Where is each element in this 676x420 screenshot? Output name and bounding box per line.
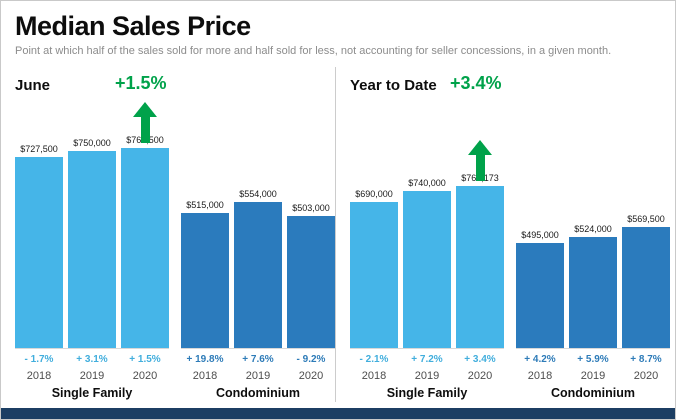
panel-ytd-header: Year to Date +3.4% [350, 73, 670, 103]
up-arrow-stem [140, 117, 150, 143]
bar-value-label: $740,000 [408, 178, 446, 188]
bar-chart-june: $727,500 $750,000 $761,500 - 1.7% + 3.1% + 1.… [15, 102, 335, 402]
bar-value-label: $690,000 [355, 189, 393, 199]
group-label: Condominium [550, 386, 635, 400]
bar-column: $569,500 [622, 214, 670, 348]
bar-column: $765,173 [456, 173, 504, 348]
up-arrow-head [468, 140, 492, 155]
bar [350, 202, 398, 348]
panel-year-to-date: Year to Date +3.4% $690,000 $740,000 $765,… [335, 67, 670, 402]
bar-column: $750,000 [68, 138, 116, 348]
year-label-row: 2018 2019 2020 [516, 367, 670, 385]
bar [15, 157, 63, 348]
pct-change-label-row: + 4.2% + 5.9% + 8.7% [516, 351, 670, 367]
bar-column: $690,000 [350, 189, 398, 348]
group-label: Single Family [386, 386, 468, 400]
pct-change-label: - 1.7% [24, 353, 54, 365]
year-label-row: 2018 2019 2020 [350, 367, 504, 385]
panel-ytd-title: Year to Date [350, 77, 437, 94]
panels-row: June +1.5% $727,500 $750,000 $761,500 - 1.7… [15, 67, 670, 402]
bar [121, 148, 169, 348]
group-label: Single Family [51, 386, 133, 400]
year-label: 2018 [527, 370, 553, 382]
year-label-row: 2018 2019 2020 [181, 367, 335, 385]
pct-change-label: + 7.2% [411, 353, 443, 365]
year-label: 2019 [580, 370, 606, 382]
up-arrow-head [133, 102, 157, 117]
bar-column: $495,000 [516, 230, 564, 348]
bar [287, 216, 335, 348]
page-title: Median Sales Price [15, 11, 251, 41]
pct-change-label: + 19.8% [186, 353, 224, 365]
bar [456, 186, 504, 348]
footer-strip [1, 408, 675, 419]
year-label: 2020 [298, 370, 324, 382]
year-label: 2019 [245, 370, 271, 382]
pct-change-label: - 2.1% [359, 353, 389, 365]
pct-change-label-row: - 1.7% + 3.1% + 1.5% [15, 351, 169, 367]
pct-change-label: + 4.2% [524, 353, 556, 365]
bar-group-condominium: $515,000 $554,000 $503,000 + 19.8% + 7.6% - 9… [181, 103, 335, 402]
bar-value-label: $750,000 [73, 138, 111, 148]
year-label: 2018 [26, 370, 52, 382]
group-label: Condominium [215, 386, 300, 400]
panel-june-highlight-pct: +1.5% [115, 73, 167, 93]
year-label: 2018 [361, 370, 387, 382]
pct-change-label: + 8.7% [630, 353, 662, 365]
year-label: 2018 [192, 370, 218, 382]
up-arrow-stem [475, 155, 485, 181]
bar-group-condominium: $495,000 $524,000 $569,500 + 4.2% + 5.9% + 8.… [516, 103, 670, 402]
bar [403, 191, 451, 348]
pct-change-label: + 5.9% [577, 353, 609, 365]
bar-column: $727,500 [15, 144, 63, 348]
panel-june: June +1.5% $727,500 $750,000 $761,500 - 1.7… [15, 67, 335, 402]
year-label: 2019 [79, 370, 105, 382]
bars: $515,000 $554,000 $503,000 [181, 103, 335, 349]
bar [181, 213, 229, 348]
year-label: 2020 [467, 370, 493, 382]
bar-column: $503,000 [287, 203, 335, 348]
bar [234, 202, 282, 348]
bar-column: $740,000 [403, 178, 451, 348]
bar-group-single-family: $727,500 $750,000 $761,500 - 1.7% + 3.1% + 1.… [15, 103, 169, 402]
bar [68, 151, 116, 348]
pct-change-label: + 3.1% [76, 353, 108, 365]
bar-value-label: $515,000 [186, 200, 224, 210]
bar [569, 237, 617, 348]
bar [516, 243, 564, 348]
bar-column: $554,000 [234, 189, 282, 348]
panel-june-header: June +1.5% [15, 73, 335, 103]
bars: $727,500 $750,000 $761,500 [15, 103, 169, 349]
bar-value-label: $503,000 [292, 203, 330, 213]
subtitle: Point at which half of the sales sold fo… [15, 45, 612, 57]
bars: $495,000 $524,000 $569,500 [516, 103, 670, 349]
panel-june-title: June [15, 77, 51, 94]
year-label: 2019 [414, 370, 440, 382]
pct-change-label: - 9.2% [296, 353, 326, 365]
pct-change-label: + 7.6% [242, 353, 274, 365]
bar-value-label: $727,500 [20, 144, 58, 154]
year-label: 2020 [132, 370, 158, 382]
bar-value-label: $554,000 [239, 189, 277, 199]
bar-column: $515,000 [181, 200, 229, 348]
up-arrow-icon [468, 140, 492, 181]
bar [622, 227, 670, 348]
pct-change-label: + 1.5% [129, 353, 161, 365]
pct-change-label-row: - 2.1% + 7.2% + 3.4% [350, 351, 504, 367]
panel-ytd-highlight-pct: +3.4% [450, 73, 502, 93]
pct-change-label: + 3.4% [464, 353, 496, 365]
bar-value-label: $495,000 [521, 230, 559, 240]
up-arrow-icon [133, 102, 157, 143]
pct-change-label-row: + 19.8% + 7.6% - 9.2% [181, 351, 335, 367]
bar-value-label: $569,500 [627, 214, 665, 224]
year-label: 2020 [633, 370, 659, 382]
year-label-row: 2018 2019 2020 [15, 367, 169, 385]
bar-chart-year-to-date: $690,000 $740,000 $765,173 - 2.1% + 7.2% + 3.… [350, 103, 670, 402]
bar-column: $524,000 [569, 224, 617, 348]
bar-column: $761,500 [121, 135, 169, 348]
bar-value-label: $524,000 [574, 224, 612, 234]
